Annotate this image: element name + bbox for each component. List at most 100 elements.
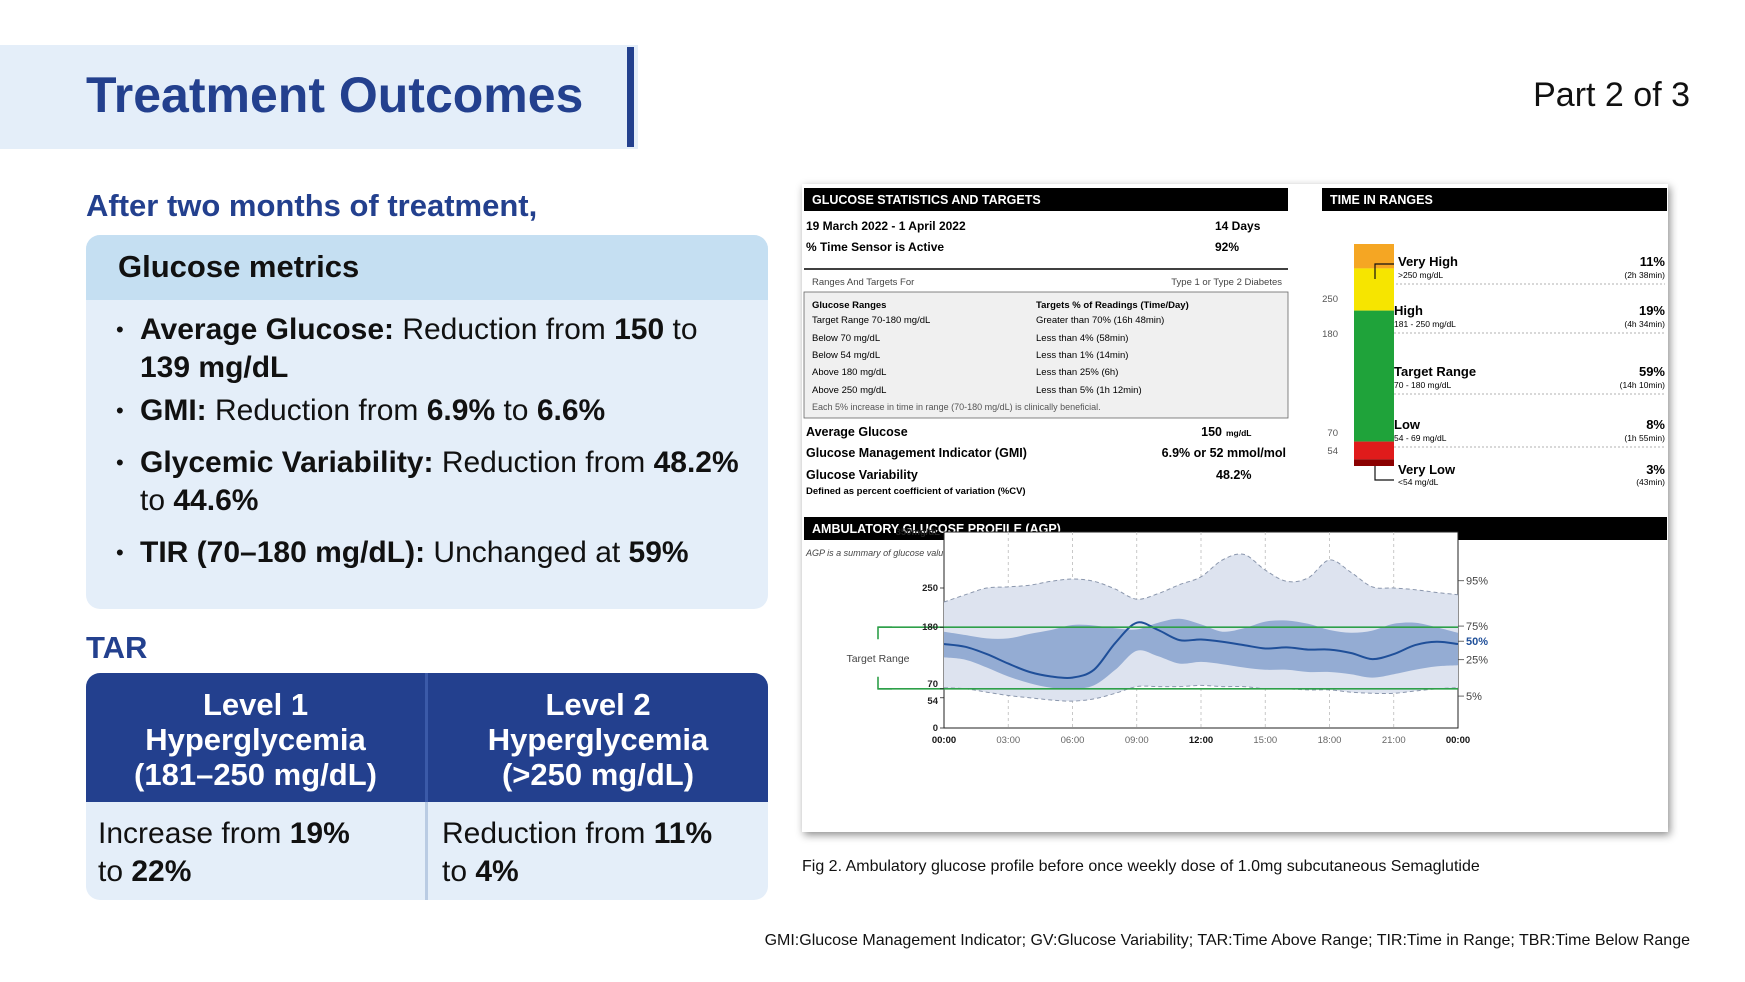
tar-cell-level-2: Reduction from 11% to 4% xyxy=(428,802,768,900)
tir-segment-very-low xyxy=(1354,459,1394,466)
very-high-bracket xyxy=(1374,263,1394,279)
tar-header-level-1: Level 1 Hyperglycemia (181–250 mg/dL) xyxy=(86,673,425,802)
metric-label: GMI: xyxy=(140,394,207,427)
date-range: 19 March 2022 - 1 April 2022 xyxy=(806,219,966,233)
tir-segment-target xyxy=(1354,310,1394,442)
section-subtitle: After two months of treatment, xyxy=(86,188,538,223)
very-low-bracket xyxy=(1374,466,1394,481)
metric-value-before: 150 xyxy=(614,313,665,346)
tir-very-low-name: Very Low xyxy=(1398,462,1456,477)
diabetes-type: Type 1 or Type 2 Diabetes xyxy=(1171,277,1282,288)
range-row-name: Below 54 mg/dL xyxy=(812,350,880,361)
abbreviation-footnote: GMI:Glucose Management Indicator; GV:Glu… xyxy=(764,932,1690,949)
agp-y-tick-label: 0 xyxy=(933,723,938,734)
tar-value-before: 19% xyxy=(289,817,350,850)
tar-cell-text: Increase from xyxy=(98,817,290,850)
metric-value-before: 6.9% xyxy=(426,394,496,427)
range-row-name: Target Range 70-180 mg/dL xyxy=(812,315,930,326)
tir-very-low-pct: 3% xyxy=(1646,462,1665,477)
glucose-metrics-title: Glucose metrics xyxy=(118,249,360,284)
tir-low-name: Low xyxy=(1394,417,1421,432)
range-row-target: Less than 5% (1h 12min) xyxy=(1036,385,1142,396)
agp-y-tick-label: 180 xyxy=(922,622,938,633)
ranges-column-header: Glucose Ranges xyxy=(812,300,886,311)
agp-x-tick-label: 21:00 xyxy=(1382,735,1406,746)
ranges-table-box xyxy=(803,291,1289,419)
tir-low-time: (1h 55min) xyxy=(1624,433,1665,443)
agp-percentile-label: 25% xyxy=(1466,655,1488,667)
tar-column-divider-lower xyxy=(425,802,428,900)
tar-header-line: Level 1 xyxy=(202,687,309,722)
tir-target-name: Target Range xyxy=(1394,364,1476,379)
range-note: Each 5% increase in time in range (70-18… xyxy=(812,402,1101,412)
metric-bullet-tir: • TIR (70–180 mg/dL): Unchanged at 59% xyxy=(116,534,750,572)
metric-text: Unchanged at xyxy=(425,536,629,569)
gmi-label: Glucose Management Indicator (GMI) xyxy=(806,446,1027,460)
range-row-target: Less than 4% (58min) xyxy=(1036,333,1128,344)
average-glucose-unit: mg/dL xyxy=(1226,428,1252,438)
tar-cell-text: to xyxy=(98,855,132,888)
metric-value: 59% xyxy=(628,536,689,569)
bullet-dot: • xyxy=(116,317,124,342)
metric-label: Glycemic Variability: xyxy=(140,446,434,479)
tir-high-name: High xyxy=(1394,303,1423,318)
tir-scale-label: 70 xyxy=(1327,428,1338,439)
average-glucose-value: 150 xyxy=(1201,425,1222,439)
tir-very-high-range: >250 mg/dL xyxy=(1398,270,1443,280)
agp-line-median xyxy=(943,621,1459,680)
metric-label: TIR (70–180 mg/dL): xyxy=(140,536,426,569)
agp-percentile-label: 95% xyxy=(1466,576,1488,588)
title-band xyxy=(0,45,638,149)
metric-value-before: 48.2% xyxy=(653,446,739,479)
metric-value-after: 44.6% xyxy=(173,484,259,517)
tir-very-high-time: (2h 38min) xyxy=(1624,270,1665,280)
bullet-dot: • xyxy=(116,540,124,565)
agp-report-figure: GLUCOSE STATISTICS AND TARGETS 19 March … xyxy=(802,184,1668,832)
tar-header-level-2: Level 2 Hyperglycemia (>250 mg/dL) xyxy=(428,673,768,802)
glucose-variability-label: Glucose Variability xyxy=(806,468,918,482)
average-glucose-label: Average Glucose xyxy=(806,425,908,439)
tar-header-line: Level 2 xyxy=(545,687,651,722)
tir-segment-very-high xyxy=(1354,244,1394,269)
metric-text: Reduction from xyxy=(394,313,615,346)
page-title: Treatment Outcomes xyxy=(86,67,584,123)
tar-header-line: Hyperglycemia xyxy=(487,722,709,757)
tir-high-range: 181 - 250 mg/dL xyxy=(1394,319,1456,329)
agp-x-tick-label: 15:00 xyxy=(1253,735,1277,746)
range-row-target: Less than 25% (6h) xyxy=(1036,367,1118,378)
tar-cell-text: to xyxy=(442,855,476,888)
agp-y-tick-label: 54 xyxy=(927,696,938,707)
tir-header-bar xyxy=(1322,188,1667,211)
agp-y-tick-label: 250 xyxy=(922,583,938,594)
tir-low-pct: 8% xyxy=(1646,417,1665,432)
range-row-target: Less than 1% (14min) xyxy=(1036,350,1128,361)
tar-header-line: (181–250 mg/dL) xyxy=(134,757,377,792)
agp-x-tick-label: 18:00 xyxy=(1318,735,1342,746)
metric-bullet-glycemic-variability: • Glycemic Variability: Reduction from 4… xyxy=(116,444,750,520)
metric-text: to xyxy=(664,313,698,346)
bullet-dot: • xyxy=(116,450,124,475)
agp-x-tick-label: 00:00 xyxy=(1446,735,1470,746)
stats-header: GLUCOSE STATISTICS AND TARGETS xyxy=(812,193,1041,207)
tir-scale-label: 250 xyxy=(1322,294,1338,305)
tar-column-divider xyxy=(425,673,428,900)
metric-value-after: 6.6% xyxy=(536,394,606,427)
glucose-variability-value: 48.2% xyxy=(1216,468,1251,482)
targets-column-header: Targets % of Readings (Time/Day) xyxy=(1036,300,1189,311)
tar-cell-level-1: Increase from 19% to 22% xyxy=(86,802,425,900)
tir-very-low-time: (43min) xyxy=(1636,477,1665,487)
tir-very-high-pct: 11% xyxy=(1640,254,1666,269)
metric-text: Reduction from xyxy=(433,446,654,479)
agp-percentile-label: 5% xyxy=(1466,691,1482,703)
agp-percentile-label: 50% xyxy=(1466,636,1488,648)
part-indicator: Part 2 of 3 xyxy=(1533,76,1690,114)
tir-target-pct: 59% xyxy=(1639,364,1665,379)
agp-line-5 xyxy=(943,684,1459,702)
agp-x-tick-label: 03:00 xyxy=(996,735,1020,746)
metric-bullet-gmi: • GMI: Reduction from 6.9% to 6.6% xyxy=(116,392,750,430)
tir-high-time: (4h 34min) xyxy=(1624,319,1665,329)
agp-x-tick-label: 09:00 xyxy=(1125,735,1149,746)
range-row-name: Above 180 mg/dL xyxy=(812,367,886,378)
range-row-name: Below 70 mg/dL xyxy=(812,333,880,344)
